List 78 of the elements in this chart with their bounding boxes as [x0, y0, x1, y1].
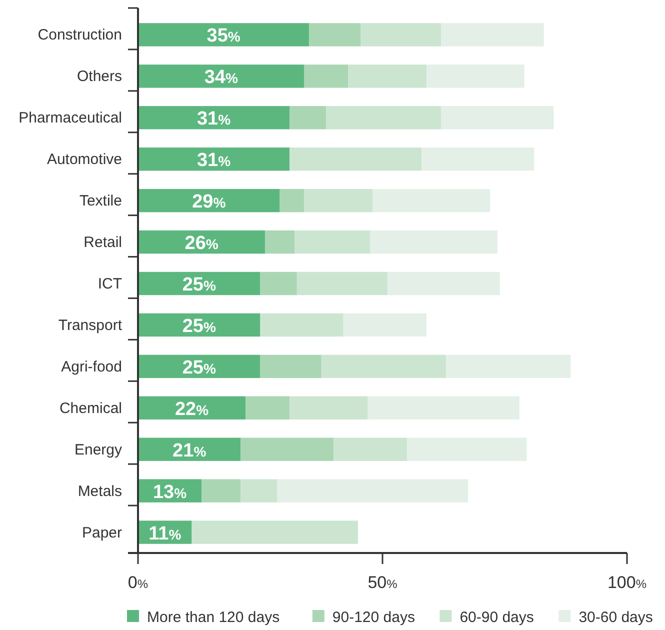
data-label: 11%	[148, 523, 182, 544]
bar	[280, 188, 304, 212]
legend-label: 90-120 days	[332, 609, 415, 626]
x-tick-label: 50%	[368, 573, 398, 592]
data-label: 25%	[182, 357, 216, 378]
data-label: 22%	[174, 398, 210, 420]
y-tick-label: Paper	[82, 524, 122, 542]
y-tick-label: Automotive	[46, 151, 122, 168]
bar	[446, 354, 571, 378]
bar	[406, 438, 527, 461]
data-label: 25%	[182, 316, 216, 337]
bar	[277, 479, 468, 502]
bar	[138, 148, 290, 171]
bar	[138, 230, 266, 254]
bar	[246, 396, 290, 420]
y-tick-label: Construction	[38, 26, 122, 44]
y-tick-label: Pharmaceutical	[18, 110, 122, 127]
bar	[240, 438, 334, 461]
bar	[360, 23, 442, 46]
bar	[290, 396, 368, 420]
bar	[334, 438, 407, 461]
data-label: 35%	[206, 26, 241, 47]
data-label: 29%	[192, 192, 226, 213]
bar	[138, 272, 260, 296]
bar	[422, 148, 534, 171]
bar	[290, 106, 326, 130]
bar	[343, 313, 427, 337]
bar	[426, 64, 524, 88]
y-tick-label: Textile	[79, 192, 122, 210]
bar	[304, 188, 373, 212]
bar	[138, 354, 260, 378]
bar	[321, 354, 446, 378]
bar	[202, 479, 241, 502]
y-tick-label: Agri-food	[61, 358, 122, 376]
y-tick-label: Energy	[74, 441, 122, 458]
bar	[260, 313, 344, 337]
bar	[368, 396, 520, 420]
x-tick-label: 0%	[128, 573, 148, 592]
y-tick-label: Metals	[78, 482, 122, 500]
bar	[192, 520, 358, 544]
bar	[138, 23, 310, 46]
y-tick-label: Transport	[58, 316, 123, 334]
bar	[290, 148, 422, 171]
data-label: 31%	[197, 108, 232, 130]
bar	[372, 188, 490, 212]
data-label: 13%	[152, 482, 188, 503]
bar	[240, 479, 278, 502]
data-label: 21%	[172, 440, 207, 462]
bar	[260, 272, 297, 296]
legend-label: More than 120 days	[147, 609, 280, 626]
bar	[138, 438, 241, 461]
bar	[138, 106, 290, 130]
bar	[265, 230, 294, 254]
bar	[294, 230, 370, 254]
y-tick-label: Retail	[84, 234, 122, 252]
y-tick-label: ICT	[98, 276, 122, 292]
bar	[370, 230, 498, 254]
x-tick-label: 100%	[607, 573, 647, 592]
data-label: 31%	[197, 150, 232, 172]
bar	[304, 64, 348, 88]
bar	[441, 23, 544, 46]
data-label: 34%	[204, 67, 238, 88]
y-tick-label: Others	[76, 68, 122, 86]
bar	[260, 354, 322, 378]
data-label: 25%	[182, 274, 216, 296]
data-label: 26%	[184, 233, 219, 254]
bar	[387, 272, 500, 296]
bar	[138, 64, 304, 88]
bar	[309, 23, 360, 46]
bar	[441, 106, 554, 130]
legend-label: 30-60 days	[578, 609, 653, 626]
legend-label: 60-90 days	[460, 609, 534, 626]
bar	[296, 272, 388, 296]
bar	[348, 64, 427, 88]
y-tick-label: Chemical	[59, 400, 122, 417]
bar	[138, 188, 280, 212]
bar	[138, 313, 260, 337]
bar	[326, 106, 442, 130]
